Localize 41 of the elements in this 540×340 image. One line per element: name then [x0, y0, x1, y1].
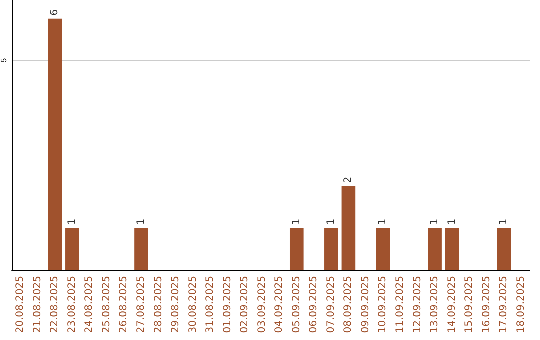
data-label: 1	[66, 218, 78, 226]
data-label: 1	[291, 218, 302, 226]
x-tick-label: 20.08.2025	[15, 276, 26, 334]
x-tick-label: 27.08.2025	[136, 276, 147, 334]
x-tick-label: 07.09.2025	[326, 276, 337, 334]
x-tick-label: 28.08.2025	[153, 276, 164, 334]
data-label: 6	[50, 9, 61, 16]
x-tick-label: 30.08.2025	[188, 276, 199, 334]
x-tick-label: 22.08.2025	[50, 276, 61, 334]
data-label: 1	[326, 218, 337, 226]
x-tick-label: 02.09.2025	[240, 276, 251, 334]
x-tick-label: 03.09.2025	[256, 276, 268, 334]
x-tick-label: 10.09.2025	[378, 276, 389, 334]
x-tick-label: 01.09.2025	[222, 276, 234, 334]
y-tick-label: 5	[0, 58, 8, 63]
x-tick-label: 18.09.2025	[516, 276, 527, 334]
x-tick-label: 29.08.2025	[170, 276, 182, 334]
x-tick-label: 26.08.2025	[118, 276, 130, 334]
x-tick-label: 31.08.2025	[205, 276, 216, 334]
x-tick-label: 16.09.2025	[481, 276, 492, 334]
data-label: 1	[378, 218, 389, 226]
x-tick-label: 23.08.2025	[66, 276, 78, 334]
data-label: 1	[136, 218, 147, 226]
data-label: 2	[343, 176, 354, 184]
x-tick-label: 11.09.2025	[395, 276, 406, 334]
x-tick-label: 06.09.2025	[308, 276, 320, 334]
x-tick-label: 13.09.2025	[430, 276, 441, 334]
x-tick-label: 12.09.2025	[412, 276, 424, 334]
x-tick-label: 14.09.2025	[446, 276, 458, 334]
x-tick-label: 05.09.2025	[291, 276, 302, 334]
data-label: 1	[498, 218, 510, 226]
x-tick-label: 04.09.2025	[274, 276, 286, 334]
x-tick-label: 24.08.2025	[84, 276, 96, 334]
data-label: 1	[430, 218, 441, 226]
x-tick-label: 25.08.2025	[101, 276, 112, 334]
data-label: 1	[446, 218, 458, 226]
x-tick-label: 15.09.2025	[464, 276, 476, 334]
x-tick-label: 21.08.2025	[32, 276, 44, 334]
x-tick-label: 08.09.2025	[343, 276, 354, 334]
x-tick-label: 17.09.2025	[498, 276, 510, 334]
x-tick-label: 09.09.2025	[360, 276, 372, 334]
